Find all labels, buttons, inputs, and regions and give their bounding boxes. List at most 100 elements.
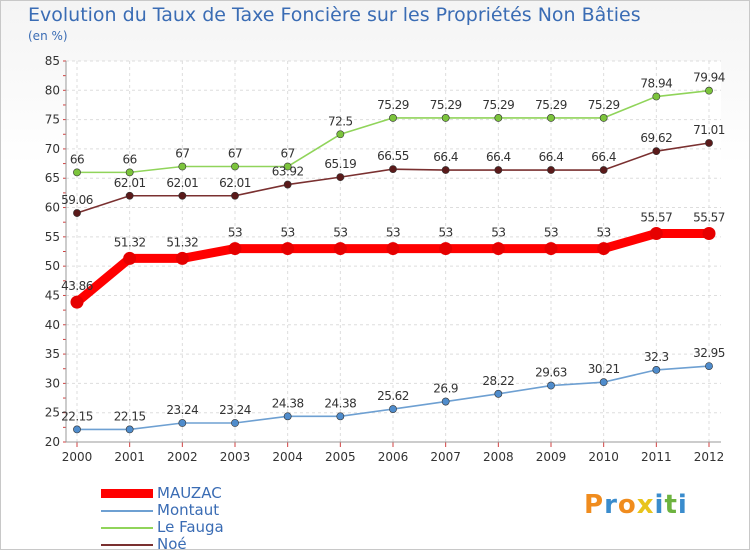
data-label: 53: [597, 226, 611, 240]
data-label: 51.32: [166, 235, 198, 249]
data-point: [125, 168, 134, 177]
logo-letter: i: [677, 490, 688, 520]
x-tick-label: 2002: [167, 450, 198, 464]
data-label: 66.4: [591, 150, 616, 164]
data-point: [389, 114, 397, 122]
data-point: [547, 381, 555, 390]
data-label: 53: [386, 226, 400, 240]
data-point: [494, 389, 503, 398]
data-label: 62.01: [166, 176, 198, 190]
x-tick-label: 2009: [536, 450, 567, 464]
data-point: [283, 180, 292, 189]
x-tick-label: 2012: [694, 450, 725, 464]
data-point: [599, 378, 608, 387]
data-point: [705, 139, 713, 147]
legend-swatch-mauzac: [101, 489, 153, 498]
data-point: [336, 173, 345, 182]
data-label: 66.4: [539, 150, 564, 164]
data-point: [544, 242, 558, 256]
data-label: 23.24: [219, 403, 251, 417]
y-tick-label: 85: [45, 54, 60, 68]
data-label: 23.24: [166, 403, 198, 417]
y-tick-label: 50: [45, 259, 60, 273]
data-label: 53: [491, 226, 505, 240]
x-tick-label: 2001: [114, 450, 145, 464]
data-point: [389, 165, 397, 174]
data-label: 75.29: [482, 98, 514, 112]
data-point: [389, 405, 397, 413]
data-point: [494, 114, 503, 122]
chart-subtitle: (en %): [28, 29, 68, 43]
data-label: 24.38: [272, 396, 304, 410]
data-point: [125, 425, 134, 434]
data-label: 43.86: [61, 279, 93, 293]
legend-swatch-le-fauga: [101, 527, 153, 529]
data-label: 53: [228, 226, 242, 240]
data-label: 75.29: [430, 98, 462, 112]
logo-letter: i: [654, 490, 665, 520]
y-tick-label: 60: [45, 201, 60, 215]
data-label: 55.57: [693, 211, 725, 225]
data-label: 25.62: [377, 389, 409, 403]
y-tick-label: 65: [45, 171, 60, 185]
logo-letter: o: [617, 490, 637, 520]
data-label: 75.29: [588, 98, 620, 112]
data-point: [649, 227, 663, 241]
data-label: 72.5: [328, 114, 353, 128]
x-tick-label: 2004: [272, 450, 303, 464]
data-label: 32.3: [644, 350, 669, 364]
data-label: 75.29: [377, 98, 409, 112]
data-label: 71.01: [693, 123, 725, 137]
y-tick-label: 25: [45, 406, 60, 420]
data-label: 63.92: [272, 165, 304, 179]
data-point: [231, 419, 239, 427]
data-label: 67: [228, 147, 242, 161]
y-tick-label: 30: [45, 376, 60, 390]
data-point: [178, 419, 187, 427]
data-point: [491, 242, 505, 256]
data-label: 32.95: [693, 346, 725, 360]
data-label: 53: [333, 226, 347, 240]
data-point: [494, 166, 503, 174]
data-label: 66.4: [486, 150, 511, 164]
logo-letter: t: [664, 490, 678, 520]
data-point: [231, 191, 239, 200]
data-point: [178, 162, 187, 171]
data-label: 51.32: [114, 235, 146, 249]
data-label: 66.4: [433, 150, 458, 164]
data-label: 53: [544, 226, 558, 240]
y-tick-label: 40: [45, 318, 60, 332]
legend-label-le-fauga: Le Fauga: [157, 518, 224, 536]
data-point: [73, 425, 81, 434]
y-tick-label: 20: [45, 435, 60, 449]
data-label: 67: [175, 147, 189, 161]
data-point: [333, 242, 347, 256]
x-tick-label: 2005: [325, 450, 356, 464]
data-label: 78.94: [640, 77, 672, 91]
data-point: [125, 191, 134, 200]
data-label: 29.63: [535, 366, 567, 380]
data-label: 62.01: [219, 176, 251, 190]
data-point: [597, 242, 611, 256]
data-point: [386, 242, 400, 256]
legend-swatch-montaut: [101, 510, 153, 512]
data-point: [702, 227, 716, 241]
legend-label-montaut: Montaut: [157, 501, 220, 519]
data-point: [441, 397, 450, 406]
data-point: [599, 166, 608, 174]
data-label: 55.57: [640, 211, 672, 225]
data-point: [231, 162, 239, 171]
data-label: 30.21: [588, 362, 620, 376]
y-tick-label: 35: [45, 347, 60, 361]
x-tick-label: 2006: [378, 450, 409, 464]
data-point: [178, 191, 187, 200]
data-point: [73, 168, 81, 177]
data-label: 65.19: [324, 157, 356, 171]
y-tick-label: 45: [45, 288, 60, 302]
data-label: 75.29: [535, 98, 567, 112]
data-label: 53: [281, 226, 295, 240]
y-tick-label: 80: [45, 83, 60, 97]
legend-label-mauzac: MAUZAC: [157, 484, 222, 502]
logo-letter: P: [584, 490, 605, 520]
logo-letter: x: [636, 490, 655, 520]
